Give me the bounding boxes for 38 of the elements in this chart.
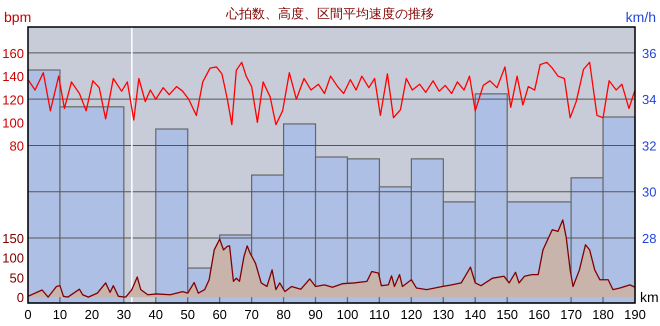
x-tick-label: 90 bbox=[308, 307, 323, 322]
x-tick-label: 50 bbox=[180, 307, 195, 322]
x-tick-label: 170 bbox=[560, 307, 582, 322]
y2-axis-title: km/h bbox=[626, 9, 656, 25]
y-tick-label: 140 bbox=[2, 69, 24, 84]
y3-tick-label: 50 bbox=[10, 270, 24, 286]
chart-title: 心拍数、高度、区間平均速度の推移 bbox=[225, 6, 434, 21]
x-tick-label: 120 bbox=[400, 307, 422, 322]
x-tick-label: 100 bbox=[336, 307, 358, 322]
y2-tick-label: 28 bbox=[642, 230, 656, 246]
y2-tick-label: 34 bbox=[642, 92, 656, 108]
y-tick-label: 80 bbox=[10, 138, 24, 154]
x-tick-label: 80 bbox=[276, 307, 291, 322]
x-tick-label: 130 bbox=[432, 307, 454, 322]
x-tick-label: 180 bbox=[592, 307, 614, 322]
y-tick-label: 120 bbox=[2, 92, 24, 108]
x-tick-label: 160 bbox=[528, 307, 550, 322]
x-tick-label: 30 bbox=[116, 307, 132, 322]
y2-tick-label: 36 bbox=[642, 46, 656, 61]
y-tick-label: 100 bbox=[2, 115, 24, 130]
x-tick-label: 40 bbox=[148, 307, 164, 322]
x-tick-label: 110 bbox=[369, 307, 390, 322]
y3-tick-label: 0 bbox=[16, 290, 24, 306]
x-tick-label: 10 bbox=[52, 307, 68, 322]
y2-tick-label: 30 bbox=[642, 184, 656, 200]
y3-tick-label: 150 bbox=[2, 231, 24, 246]
line-series bbox=[27, 62, 636, 126]
x-tick-label: 70 bbox=[244, 307, 259, 322]
x-tick-label: 0 bbox=[24, 307, 32, 322]
x-tick-label: 150 bbox=[496, 307, 518, 322]
y-axis-title: bpm bbox=[4, 9, 32, 25]
x-tick-label: 60 bbox=[212, 307, 227, 322]
x-tick-label: 140 bbox=[464, 307, 486, 322]
x-tick-label: 190 bbox=[624, 307, 646, 322]
y2-tick-label: 32 bbox=[642, 138, 656, 154]
x-tick-label: 20 bbox=[84, 307, 100, 322]
y-tick-label: 160 bbox=[2, 46, 24, 62]
x-axis-title: km bbox=[640, 289, 659, 305]
